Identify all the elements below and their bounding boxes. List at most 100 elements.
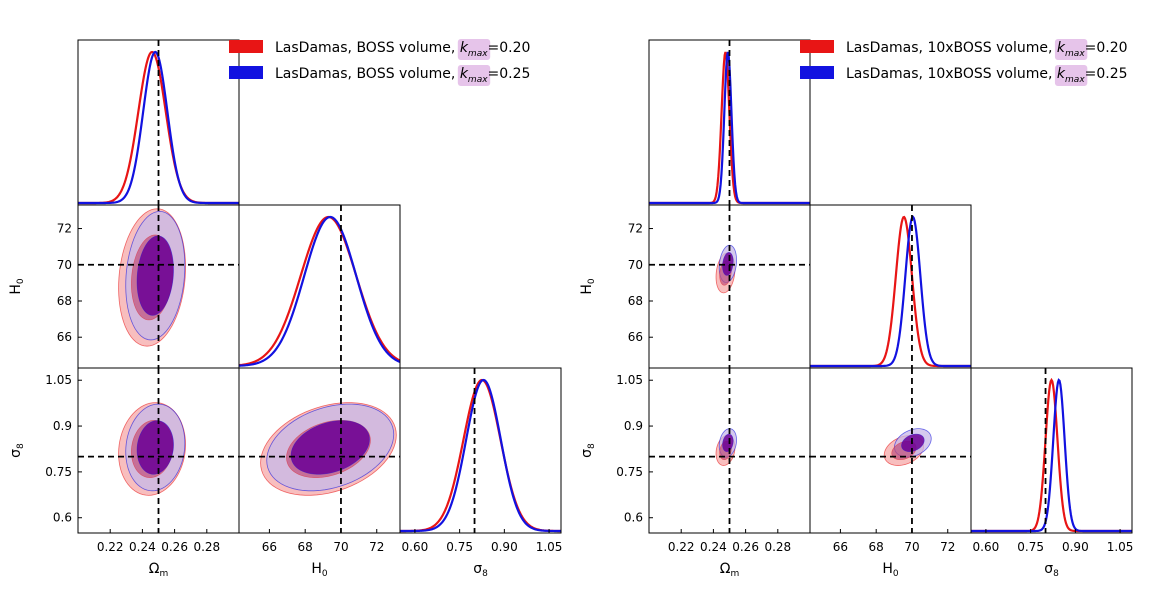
legend-highlight	[457, 39, 491, 60]
y-axis-label-sub-H0: 0	[587, 278, 597, 284]
panel-Om-H0: 66 68 70 72 H0	[579, 204, 811, 369]
y-tick-label-s8: 0.75	[616, 465, 643, 479]
panel-content	[239, 205, 400, 368]
panel-H0-H0	[809, 204, 972, 369]
panel-content	[971, 368, 1132, 533]
x-tick-label-s8: 0.90	[1062, 540, 1089, 554]
y-axis-label-H0: H0	[579, 278, 597, 295]
y-tick-label-H0: 72	[628, 222, 643, 236]
legend-label-k-sub: max	[1065, 49, 1085, 59]
x-tick-label-Om: 0.28	[764, 540, 791, 554]
legend: LasDamas, BOSS volume, kmax=0.20LasDamas…	[229, 39, 530, 86]
y-tick-label-H0: 68	[57, 294, 72, 308]
x-tick-label-s8: 1.05	[536, 540, 563, 554]
panel-H0-s8: 66 68 70 72 H0	[809, 367, 972, 579]
x-tick-label-Om: 0.22	[668, 540, 695, 554]
legend-label-value: =0.20	[1085, 40, 1128, 56]
legend-label-text: LasDamas, BOSS volume,	[275, 66, 460, 82]
legend-label-2: LasDamas, BOSS volume, kmax=0.25	[275, 66, 530, 85]
legend-swatch-1	[229, 40, 263, 53]
x-tick-label-H0: 68	[298, 540, 313, 554]
y-axis-label-sub-s8: 8	[16, 443, 26, 449]
legend-highlight	[457, 65, 491, 86]
panel-content	[810, 205, 971, 368]
legend-label-2: LasDamas, 10xBOSS volume, kmax=0.25	[846, 66, 1128, 85]
marginal-curve-H0-series-2	[810, 215, 971, 368]
x-tick-label-Om: 0.24	[129, 540, 156, 554]
legend-label-value: =0.25	[488, 66, 531, 82]
panel-Om-Om	[77, 39, 240, 206]
legend-label-k: k	[1057, 40, 1066, 56]
x-tick-label-H0: 66	[262, 540, 277, 554]
x-tick-label-Om: 0.24	[700, 540, 727, 554]
y-tick-label-H0: 70	[57, 258, 72, 272]
y-tick-label-s8: 1.05	[616, 373, 643, 387]
marginal-curve-H0-series-1	[239, 215, 400, 367]
panel-content	[78, 205, 239, 368]
legend-label-k-sub: max	[1065, 75, 1085, 85]
x-tick-label-s8: 1.05	[1107, 540, 1134, 554]
legend-label-value: =0.25	[1085, 66, 1128, 82]
x-tick-label-Om: 0.22	[97, 540, 124, 554]
x-tick-label-Om: 0.28	[193, 540, 220, 554]
y-tick-label-s8: 0.6	[624, 511, 643, 525]
x-axis-label-sub-s8: 8	[482, 569, 488, 579]
corner-plot-1: 66 68 70 72 H0 0.22 0.24 0.26 0.28 Ωm 0.6 0.75 0.9 1.…	[8, 39, 562, 579]
legend-label-text: LasDamas, BOSS volume,	[275, 40, 460, 56]
x-tick-label-H0: 72	[940, 540, 955, 554]
x-axis-label-H0: H0	[882, 561, 899, 579]
panel-content	[239, 368, 400, 533]
contour-68-H0-s8-series-2	[290, 420, 370, 475]
marginal-curve-H0-series-2	[239, 215, 400, 367]
panel-content	[400, 368, 561, 533]
y-tick-label-s8: 0.9	[53, 419, 72, 433]
legend-swatch-2	[229, 66, 263, 79]
y-tick-label-s8: 1.05	[45, 373, 72, 387]
marginal-curve-s8-series-1	[400, 378, 561, 533]
panel-Om-H0: 66 68 70 72 H0	[8, 204, 240, 369]
panel-content	[78, 40, 239, 205]
legend: LasDamas, 10xBOSS volume, kmax=0.20LasDa…	[800, 39, 1128, 86]
legend-highlight	[1054, 65, 1088, 86]
panel-content	[810, 368, 971, 533]
x-tick-label-s8: 0.75	[1017, 540, 1044, 554]
legend-label-k: k	[460, 40, 469, 56]
x-tick-label-H0: 70	[904, 540, 919, 554]
x-axis-label-s8: σ8	[473, 561, 488, 579]
panel-Om-s8: 0.22 0.24 0.26 0.28 Ωm 0.6 0.75 0.9 1.05 σ8	[8, 367, 240, 579]
legend-label-k-sub: max	[468, 75, 488, 85]
contour-68-Om-s8-series-2	[722, 433, 734, 452]
marginal-curve-Om-series-2	[649, 51, 810, 205]
x-tick-label-H0: 66	[833, 540, 848, 554]
panel-content	[649, 40, 810, 205]
y-tick-label-H0: 66	[628, 330, 643, 344]
x-tick-label-Om: 0.26	[161, 540, 188, 554]
contour-68-Om-H0-series-2	[136, 235, 174, 316]
x-axis-label-sub-Om: m	[159, 569, 168, 579]
marginal-curve-Om-series-2	[78, 50, 239, 205]
x-axis-label-Om: Ωm	[149, 561, 168, 579]
corner-plot-2: 66 68 70 72 H0 0.22 0.24 0.26 0.28 Ωm 0.6 0.75 0.9 1.…	[579, 39, 1133, 579]
x-tick-label-Om: 0.26	[732, 540, 759, 554]
x-tick-label-H0: 70	[333, 540, 348, 554]
panel-H0-H0	[238, 204, 401, 369]
marginal-curve-s8-series-2	[400, 378, 561, 533]
legend-highlight	[1054, 39, 1088, 60]
panel-content	[649, 205, 810, 368]
legend-label-text: LasDamas, 10xBOSS volume,	[846, 40, 1057, 56]
x-tick-label-s8: 0.75	[446, 540, 473, 554]
y-axis-label-sub-s8: 8	[587, 443, 597, 449]
y-axis-label-s8: σ8	[8, 443, 26, 458]
legend-swatch-1	[800, 40, 834, 53]
x-tick-label-s8: 0.90	[491, 540, 518, 554]
legend-label-1: LasDamas, 10xBOSS volume, kmax=0.20	[846, 40, 1128, 59]
panel-Om-Om	[648, 39, 811, 206]
marginal-curve-s8-series-2	[971, 378, 1132, 533]
legend-label-text: LasDamas, 10xBOSS volume,	[846, 66, 1057, 82]
x-axis-label-sub-H0: 0	[322, 569, 328, 579]
legend-label-k-sub: max	[468, 49, 488, 59]
x-tick-label-H0: 68	[869, 540, 884, 554]
y-tick-label-H0: 68	[628, 294, 643, 308]
x-axis-label-sub-Om: m	[730, 569, 739, 579]
